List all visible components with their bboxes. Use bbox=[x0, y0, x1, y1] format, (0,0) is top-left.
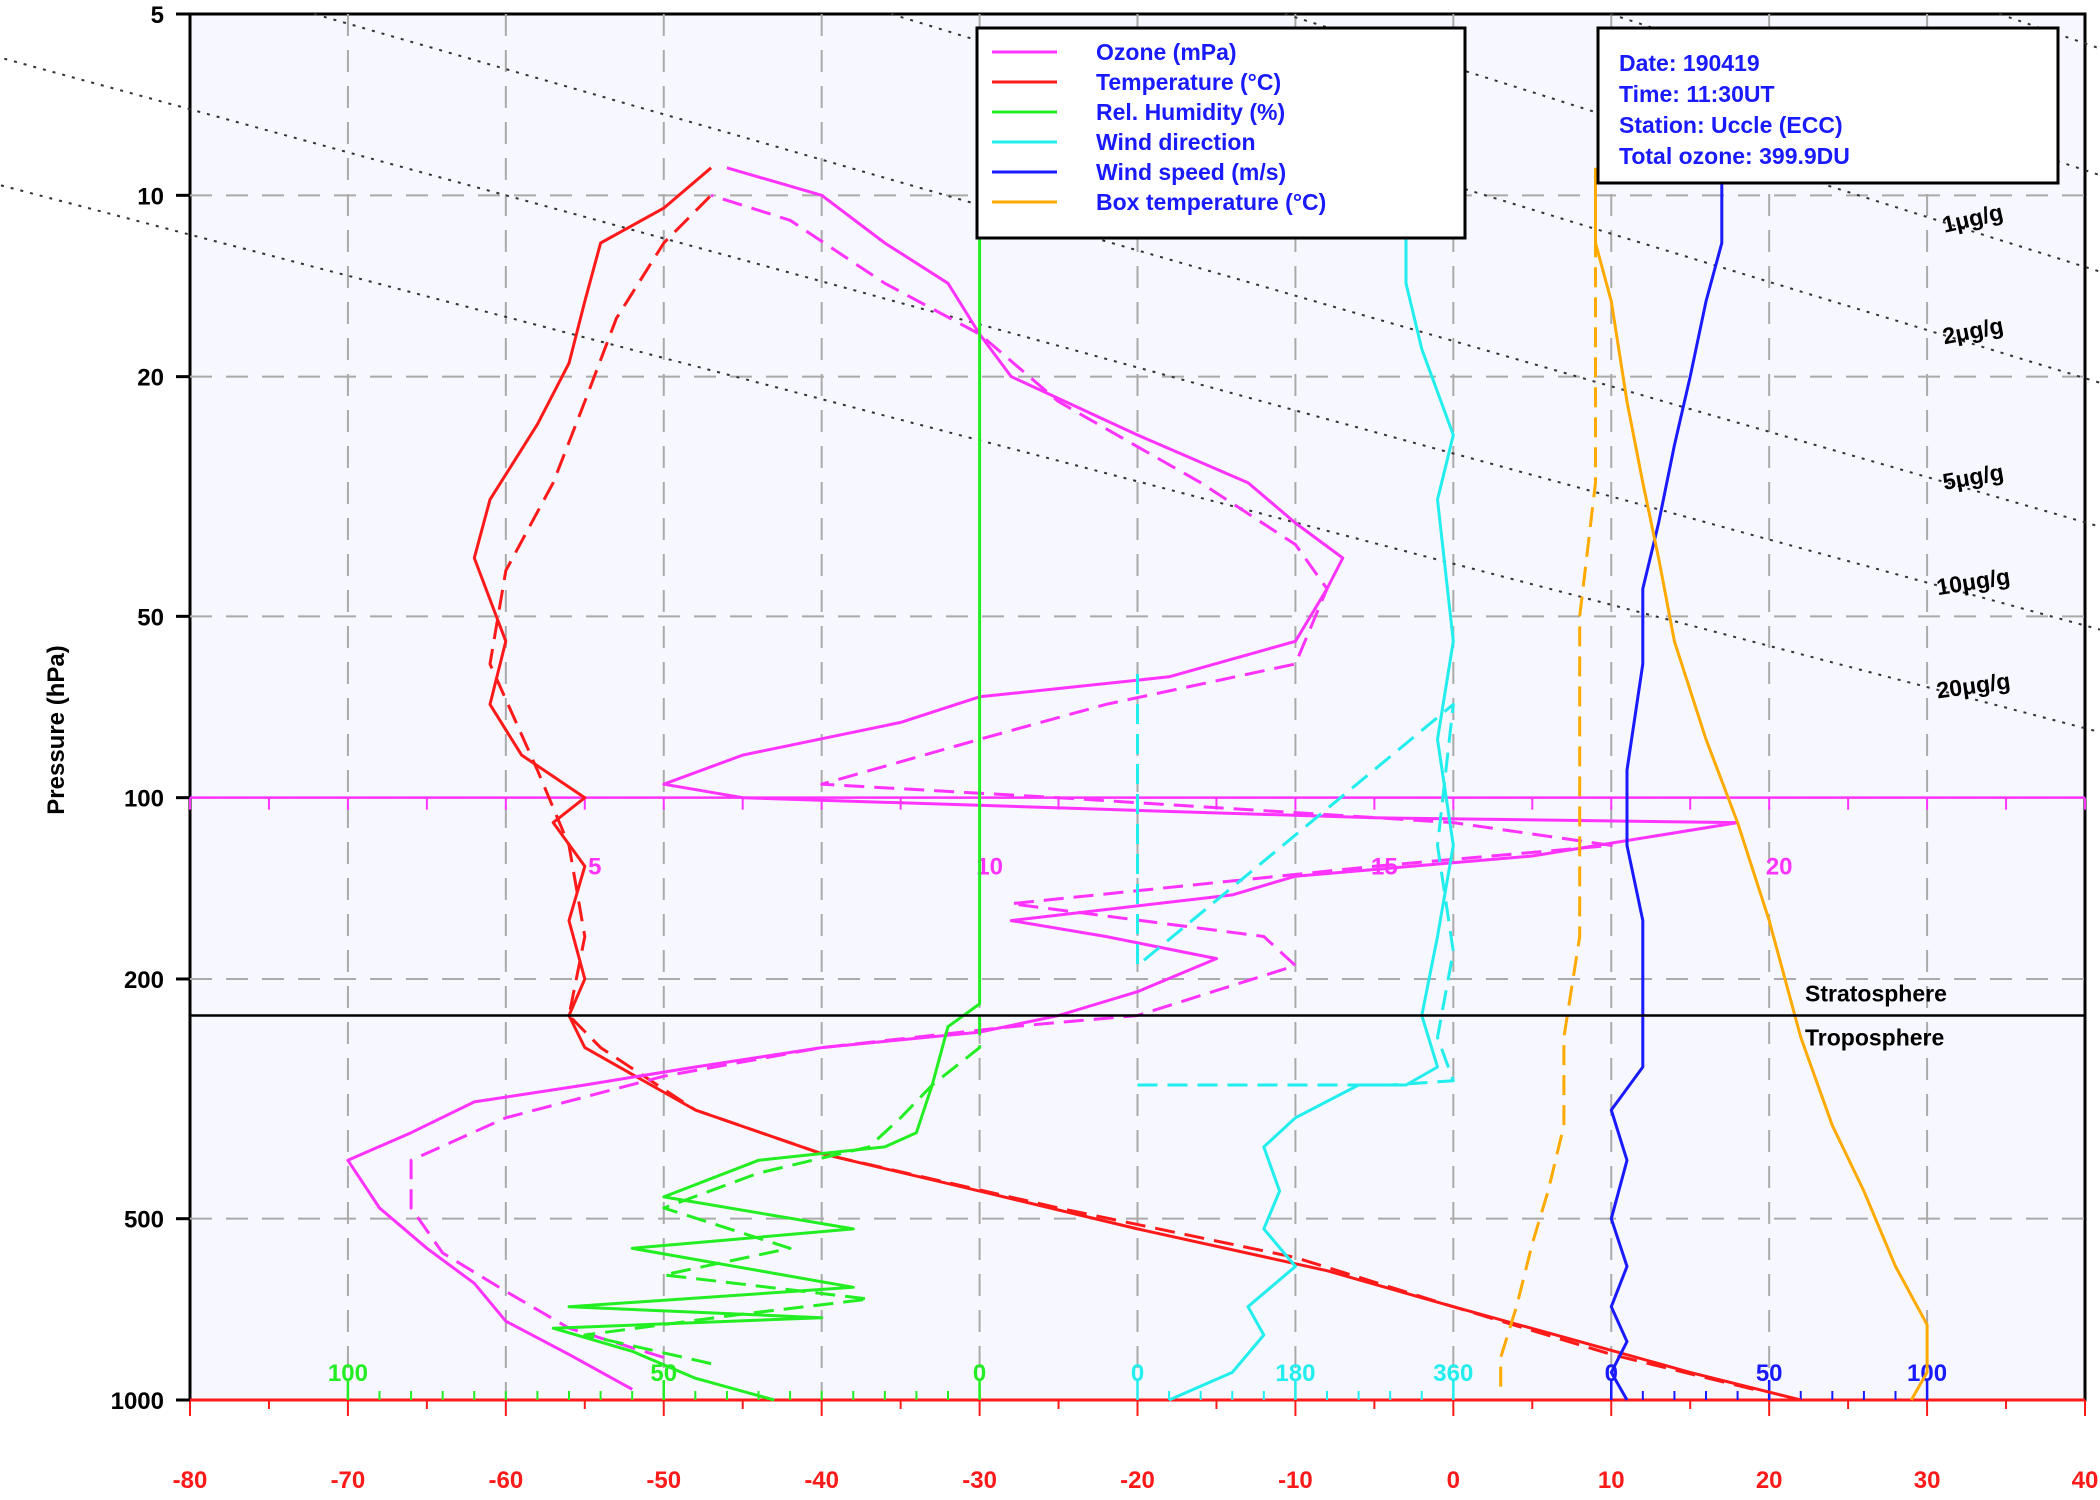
x-tick-label: 0 bbox=[1447, 1467, 1460, 1494]
y-tick-label: 5 bbox=[151, 2, 164, 29]
series-line bbox=[409, 193, 1613, 1359]
y-tick-label: 50 bbox=[137, 604, 164, 631]
y-tick-label: 1000 bbox=[111, 1388, 164, 1415]
legend: Ozone (mPa) Temperature (°C) Rel. Humidity… bbox=[975, 26, 1467, 240]
wind_direction-scale-label: 0 bbox=[1131, 1360, 1144, 1387]
info-line: Station: Uccle (ECC) bbox=[1619, 112, 1843, 138]
series-line bbox=[1499, 243, 1597, 1387]
info-items: Date: 190419 Time: 11:30UT Station: Uccle … bbox=[1619, 50, 1850, 169]
series-line bbox=[346, 166, 1740, 1391]
ozone-scale-label: 20 bbox=[1766, 853, 1793, 880]
y-tick-label: 20 bbox=[137, 365, 164, 392]
series-line bbox=[472, 166, 1802, 1402]
y-tick-label: 100 bbox=[124, 786, 164, 813]
y-tick-label: 500 bbox=[124, 1207, 164, 1234]
legend-label: Rel. Humidity (%) bbox=[1096, 99, 1285, 125]
y-axis-title: Pressure (hPa) bbox=[43, 645, 70, 814]
legend-label: Box temperature (°C) bbox=[1096, 189, 1326, 215]
data-series bbox=[346, 166, 1929, 1402]
info-line: Total ozone: 399.9DU bbox=[1619, 143, 1850, 169]
series-line bbox=[1168, 167, 1455, 1402]
atmosphere-layers: Stratosphere Troposphere bbox=[190, 981, 2085, 1051]
info-line: Time: 11:30UT bbox=[1619, 81, 1775, 107]
x-tick-label: 30 bbox=[1914, 1467, 1941, 1494]
x-axis: -80 -70 -60 -50 -40 -30 -20 -10 0 10 20 30 40 bbox=[173, 1398, 2099, 1494]
series-line bbox=[1609, 167, 1724, 1401]
series-line bbox=[1136, 664, 1455, 1087]
x-tick-label: -50 bbox=[646, 1467, 681, 1494]
humidity-scale-label: 0 bbox=[973, 1360, 986, 1387]
ozone-scale-label: 5 bbox=[588, 853, 601, 880]
legend-items: Ozone (mPa) Temperature (°C) Rel. Humidity… bbox=[992, 39, 1326, 215]
mixing-ratio-curve bbox=[890, 13, 2100, 384]
x-tick-label: -60 bbox=[488, 1467, 523, 1494]
y-tick-label: 200 bbox=[124, 967, 164, 994]
info-box-frame bbox=[1596, 26, 2060, 185]
x-tick-label: -30 bbox=[962, 1467, 997, 1494]
legend-label: Ozone (mPa) bbox=[1096, 39, 1237, 65]
x-tick-label: 10 bbox=[1598, 1467, 1625, 1494]
y-tick-label: 10 bbox=[137, 183, 164, 210]
info-box: Date: 190419 Time: 11:30UT Station: Uccle … bbox=[1596, 26, 2060, 185]
series-line bbox=[583, 1015, 982, 1366]
x-tick-label: -80 bbox=[173, 1467, 208, 1494]
legend-label: Wind speed (m/s) bbox=[1096, 159, 1286, 185]
info-line: Date: 190419 bbox=[1619, 50, 1760, 76]
legend-box bbox=[975, 26, 1467, 240]
stratosphere-label: Stratosphere bbox=[1805, 981, 1947, 1007]
x-tick-label: -40 bbox=[804, 1467, 839, 1494]
x-tick-label: -20 bbox=[1120, 1467, 1155, 1494]
x-tick-label: -10 bbox=[1278, 1467, 1313, 1494]
x-tick-label: 40 bbox=[2072, 1467, 2099, 1494]
legend-label: Wind direction bbox=[1096, 129, 1256, 155]
x-tick-label: 20 bbox=[1756, 1467, 1783, 1494]
troposphere-label: Troposphere bbox=[1805, 1025, 1944, 1051]
y-axis: 5 10 20 50 100 200 500 1000 bbox=[111, 2, 190, 1415]
series-line bbox=[1594, 167, 1929, 1401]
x-tick-label: -70 bbox=[331, 1467, 366, 1494]
series-line bbox=[488, 194, 1754, 1391]
legend-label: Temperature (°C) bbox=[1096, 69, 1281, 95]
series-line bbox=[551, 167, 982, 1402]
